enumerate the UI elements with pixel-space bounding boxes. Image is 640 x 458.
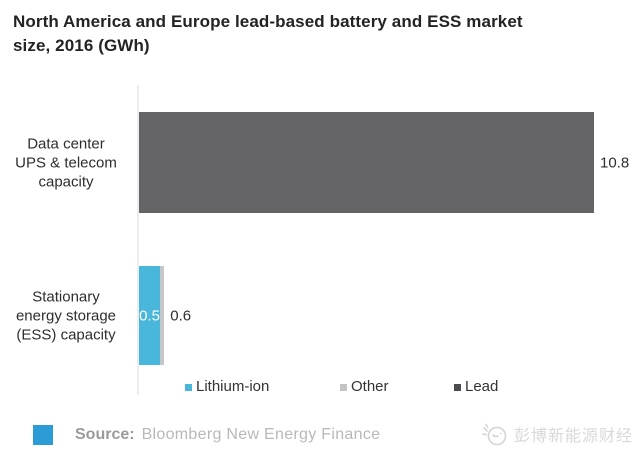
- chart-title: North America and Europe lead-based batt…: [13, 10, 613, 58]
- source-prefix: Source:: [75, 425, 135, 443]
- value-label: 0.5: [139, 307, 160, 324]
- legend-label: Lead: [465, 378, 499, 395]
- watermark: 彭博新能源财经: [482, 420, 633, 448]
- category-label: Stationary energy storage (ESS) capacity: [2, 287, 130, 344]
- legend-item-lithium-ion: Lithium-ion: [185, 379, 269, 395]
- legend-label: Other: [351, 378, 389, 395]
- chart-title-line-2: size, 2016 (GWh): [13, 36, 150, 55]
- category-label-line: Data center: [27, 135, 105, 152]
- legend-label: Lithium-ion: [196, 378, 270, 395]
- source-text: Bloomberg New Energy Finance: [141, 425, 381, 443]
- bar-segment-lithium-ion: [139, 266, 161, 365]
- category-label-line: UPS & telecom: [15, 154, 117, 171]
- value-label: 0.6: [170, 307, 192, 324]
- chart-title-line-1: North America and Europe lead-based batt…: [13, 12, 523, 31]
- category-label-line: (ESS) capacity: [16, 326, 116, 343]
- legend-item-lead: Lead: [454, 379, 498, 395]
- watermark-logo-icon: [482, 423, 507, 446]
- legend-item-other: Other: [340, 379, 389, 395]
- value-label: 10.8: [600, 154, 630, 171]
- y-axis-line: [137, 85, 139, 395]
- category-label: Data center UPS & telecom capacity: [2, 134, 130, 191]
- category-label-line: energy storage: [15, 307, 117, 324]
- legend-swatch-icon: [454, 383, 461, 391]
- source-bullet-icon: [33, 424, 53, 445]
- legend-swatch-icon: [340, 383, 347, 391]
- legend-swatch-icon: [185, 383, 192, 391]
- bar-segment-lead: [139, 112, 594, 213]
- source-line: Source: Bloomberg New Energy Finance: [33, 424, 380, 445]
- category-label-line: Stationary: [32, 288, 100, 305]
- category-label-line: capacity: [38, 173, 94, 190]
- watermark-text: 彭博新能源财经: [514, 428, 634, 445]
- bar-segment-other: [160, 266, 165, 365]
